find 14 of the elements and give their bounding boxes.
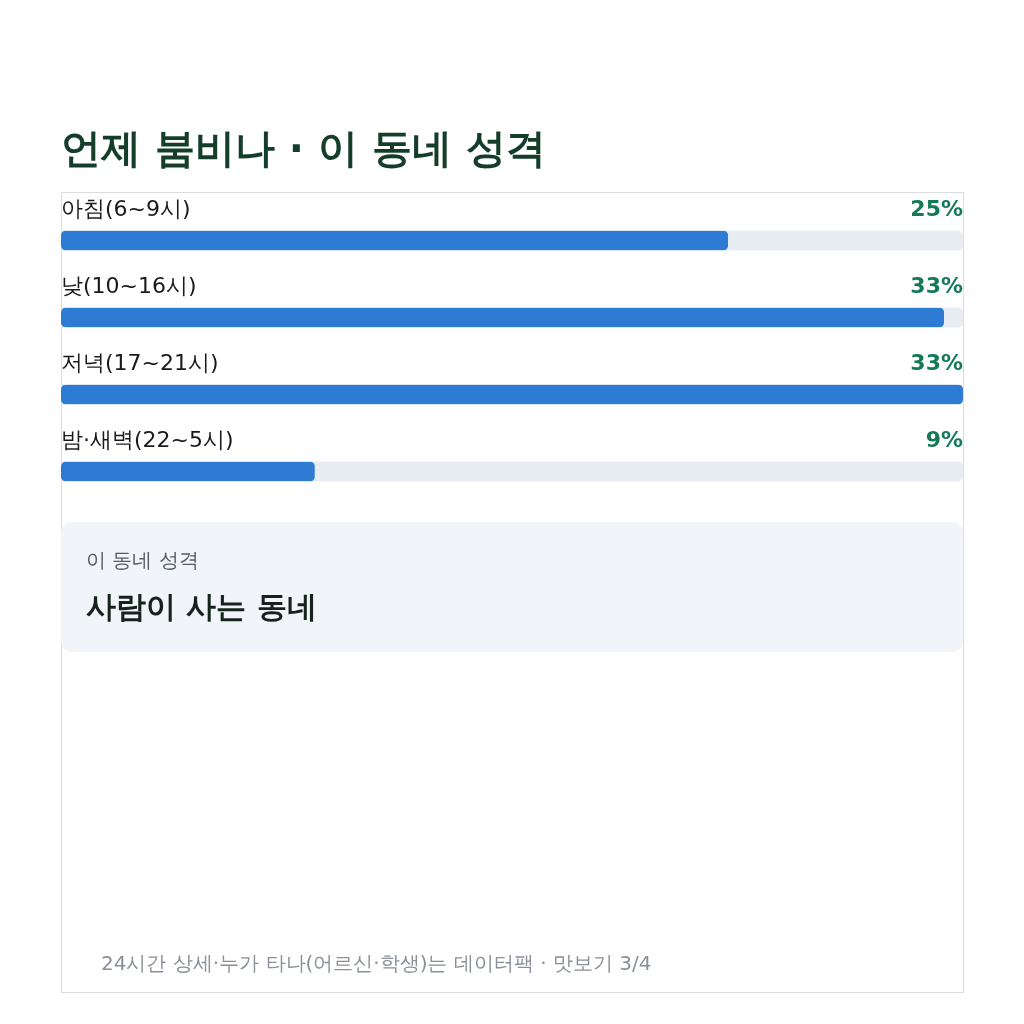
text: 이 동네 성격 [86, 548, 199, 572]
data-label: 9% [925, 426, 963, 452]
text: 사람이 사는 동네 [86, 589, 317, 624]
data-label: 33% [910, 349, 963, 375]
data-label: 33% [910, 272, 963, 298]
y-tick-label: 저녁(17~21시) [61, 349, 219, 375]
chart-title: 언제 붐비나 · 이 동네 성격 [61, 125, 546, 171]
y-tick-label: 낮(10~16시) [61, 272, 197, 298]
bar [61, 461, 315, 482]
data-label: 25% [910, 195, 963, 221]
y-tick-label: 아침(6~9시) [61, 195, 191, 221]
text: 24시간 상세·누가 타나(어르신·학생)는 데이터팩 · 맛보기 3/4 [101, 951, 652, 975]
y-tick-label: 밤·새벽(22~5시) [61, 426, 234, 452]
bar [61, 307, 945, 328]
